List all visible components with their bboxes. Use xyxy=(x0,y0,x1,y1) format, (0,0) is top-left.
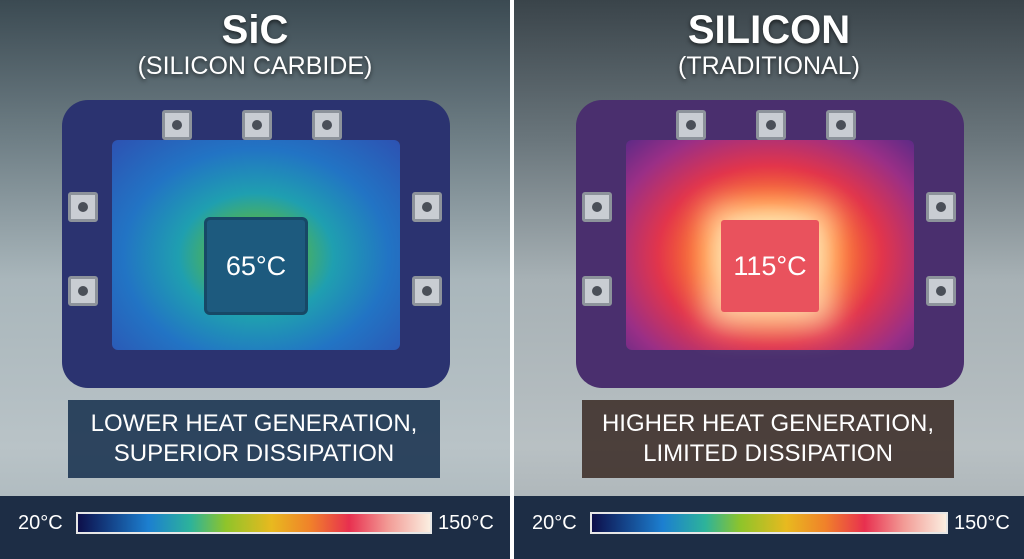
terminal-icon xyxy=(926,192,956,222)
temperature-scale: 20°C 150°C xyxy=(0,496,510,559)
caption-line: LIMITED DISSIPATION xyxy=(643,440,893,467)
sic-chip-temperature: 65°C xyxy=(207,220,305,312)
terminal-icon xyxy=(412,192,442,222)
silicon-title: SILICON xyxy=(687,8,851,52)
sic-power-module: 65°C xyxy=(62,100,450,388)
sic-title: SiC xyxy=(221,8,289,52)
terminal-icon xyxy=(242,110,272,140)
caption-line: LOWER HEAT GENERATION, xyxy=(90,410,418,437)
terminal-icon xyxy=(162,110,192,140)
terminal-icon xyxy=(676,110,706,140)
sic-panel: SiC (SILICON CARBIDE) 65°C LOWER HEAT GE… xyxy=(0,0,510,559)
silicon-power-module: 115°C xyxy=(576,100,964,388)
caption-line: SUPERIOR DISSIPATION xyxy=(113,440,395,467)
terminal-icon xyxy=(68,276,98,306)
terminal-icon xyxy=(756,110,786,140)
terminal-icon xyxy=(312,110,342,140)
terminal-icon xyxy=(68,192,98,222)
silicon-panel: SILICON (TRADITIONAL) 115°C HIGHER HEAT … xyxy=(514,0,1024,559)
scale-max: 150°C xyxy=(954,512,1010,534)
sic-subtitle: (SILICON CARBIDE) xyxy=(137,52,373,80)
scale-max: 150°C xyxy=(438,512,494,534)
divider xyxy=(510,0,514,559)
color-scale-bar xyxy=(590,512,948,534)
terminal-icon xyxy=(826,110,856,140)
terminal-icon xyxy=(926,276,956,306)
silicon-caption: HIGHER HEAT GENERATION, LIMITED DISSIPAT… xyxy=(582,400,954,478)
sic-caption: LOWER HEAT GENERATION, SUPERIOR DISSIPAT… xyxy=(68,400,440,478)
terminal-icon xyxy=(582,276,612,306)
silicon-subtitle: (TRADITIONAL) xyxy=(678,52,860,80)
terminal-icon xyxy=(412,276,442,306)
terminal-icon xyxy=(582,192,612,222)
caption-line: HIGHER HEAT GENERATION, xyxy=(601,410,935,437)
color-scale-bar xyxy=(76,512,432,534)
temperature-scale: 20°C 150°C xyxy=(514,496,1024,559)
scale-min: 20°C xyxy=(18,512,63,534)
scale-min: 20°C xyxy=(532,512,577,534)
silicon-chip-temperature: 115°C xyxy=(721,220,819,312)
